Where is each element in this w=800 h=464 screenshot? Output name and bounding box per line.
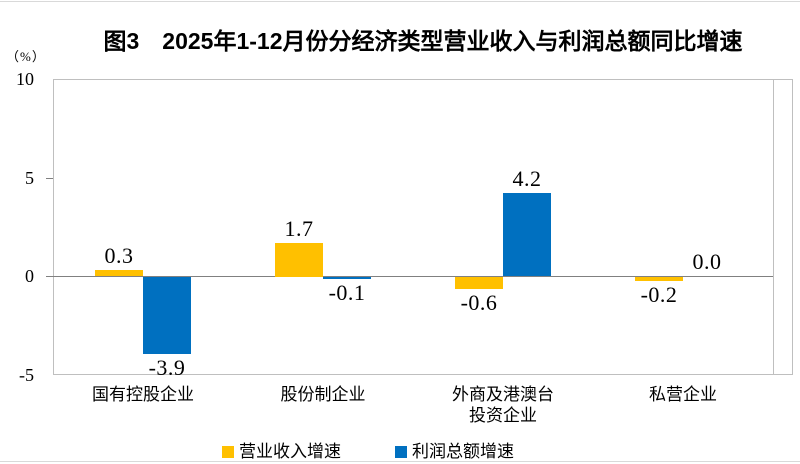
bar-value-label: -0.2 bbox=[640, 282, 678, 307]
bar-series2-cat1 bbox=[143, 277, 191, 355]
y-axis-tick-label: 0 bbox=[25, 266, 34, 286]
bar-series1-cat3 bbox=[455, 277, 503, 290]
bottom-divider bbox=[0, 461, 800, 462]
legend-swatch-icon bbox=[222, 446, 234, 458]
x-axis-category-label-4: 私营企业 bbox=[649, 385, 717, 404]
y-axis-tick-label: -5 bbox=[19, 365, 34, 385]
bar-value-label: -0.1 bbox=[328, 280, 366, 305]
bar-series1-cat4 bbox=[635, 277, 683, 282]
y-axis-tick-label: 10 bbox=[16, 69, 34, 89]
bar-value-label: 0.3 bbox=[104, 243, 134, 268]
bar-value-label: 1.7 bbox=[284, 216, 314, 241]
legend-label: 利润总额增速 bbox=[412, 442, 514, 461]
y-axis-tick-label: 5 bbox=[25, 168, 34, 188]
zero-axis-line bbox=[53, 276, 773, 277]
x-axis-category-label-3: 外商及港澳台 投资企业 bbox=[452, 385, 554, 425]
chart-title: 图3 2025年1-12月份分经济类型营业收入与利润总额同比增速 bbox=[103, 28, 743, 54]
bar-series2-cat3 bbox=[503, 193, 551, 277]
legend-label: 营业收入增速 bbox=[239, 442, 341, 461]
legend: 营业收入增速 利润总额增速 bbox=[0, 441, 800, 463]
x-axis-category-label-1: 国有控股企业 bbox=[92, 385, 194, 404]
bar-series1-cat2 bbox=[275, 242, 323, 277]
bar-value-label: -0.6 bbox=[460, 290, 498, 315]
bar-series1-cat1 bbox=[95, 270, 143, 277]
legend-item-1: 营业收入增速 bbox=[222, 441, 341, 463]
legend-item-2: 利润总额增速 bbox=[395, 441, 514, 463]
y-axis-tick-mark bbox=[46, 276, 53, 277]
y-axis-unit-label: （%） bbox=[6, 49, 46, 64]
legend-swatch-icon bbox=[395, 446, 407, 458]
bar-value-label: 4.2 bbox=[512, 166, 542, 191]
y-axis-tick-mark bbox=[46, 178, 53, 179]
x-axis-category-label-2: 股份制企业 bbox=[280, 385, 366, 404]
bar-value-label: 0.0 bbox=[692, 249, 722, 274]
top-divider bbox=[0, 1, 800, 2]
bar-value-label: -3.9 bbox=[148, 355, 186, 380]
bar-series2-cat2 bbox=[323, 277, 371, 280]
plot-inner-right-border bbox=[773, 79, 774, 375]
